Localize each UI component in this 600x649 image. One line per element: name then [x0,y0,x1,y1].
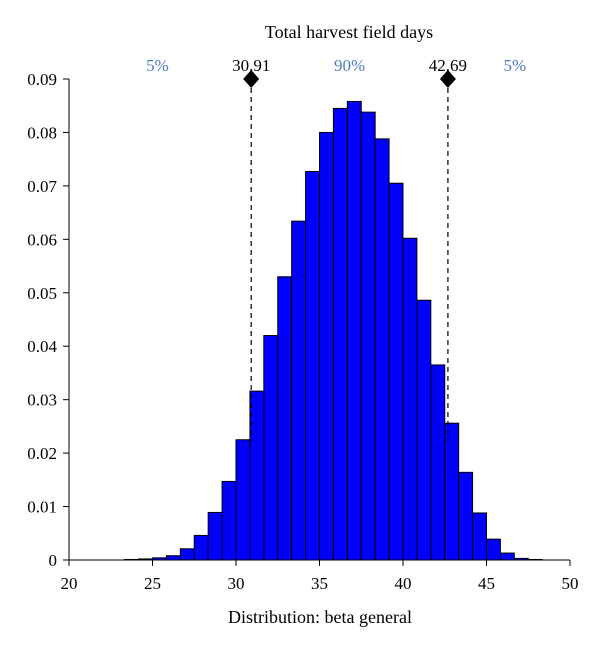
histogram-bar [360,111,376,561]
histogram-bar [193,534,209,561]
histogram-bar [165,555,181,561]
x-tick-label: 20 [61,574,78,593]
histogram-bar [416,299,432,561]
histogram-bar [332,107,348,561]
x-axis-ticks: 20 25 30 35 40 45 50 [61,560,579,593]
histogram-bar [374,138,390,561]
histogram-bar [472,512,487,561]
histogram-bar [263,335,279,561]
histogram-bars [124,100,543,561]
histogram-bar [235,439,251,561]
y-tick-label: 0.04 [27,337,57,356]
x-tick-label: 25 [144,574,161,593]
y-tick-label: 0.01 [27,498,57,517]
y-tick-label: 0 [49,551,58,570]
histogram-bar [444,422,460,561]
y-tick-label: 0.03 [27,391,57,410]
marker-value-label: 30.91 [232,56,270,75]
histogram-bar [346,100,362,561]
histogram-bar [499,552,515,561]
chart-title: Total harvest field days [265,22,433,42]
histogram-bar [430,364,446,561]
histogram-bar [249,390,265,561]
region-labels: 5% 90% 5% [146,56,526,75]
histogram-bar [402,237,418,561]
histogram-bar [458,471,474,561]
histogram-bar [291,220,307,561]
marker-diamond [439,70,456,88]
region-percentage-label: 5% [146,56,169,75]
y-tick-label: 0.05 [27,284,57,303]
x-tick-label: 35 [311,574,328,593]
marker-diamond [243,70,260,88]
y-tick-label: 0.09 [27,70,57,89]
histogram-bar [207,511,223,561]
histogram-bar [305,170,320,561]
y-tick-label: 0.02 [27,444,57,463]
histogram-bar [388,182,404,561]
x-tick-label: 45 [478,574,495,593]
percentile-markers: 30.91 42.69 [232,56,467,442]
y-axis-ticks: 0 0.01 0.02 0.03 0.04 0.05 0.06 0.07 0.08 0.09 [27,70,69,570]
y-tick-label: 0.06 [27,230,57,249]
histogram-bar [485,538,501,561]
histogram-bar [179,548,195,561]
histogram-bar [221,480,237,561]
x-tick-label: 50 [562,574,579,593]
x-tick-label: 30 [228,574,245,593]
x-axis-title: Distribution: beta general [228,607,412,627]
y-tick-label: 0.08 [27,123,57,142]
marker-value-label: 42.69 [429,56,467,75]
region-percentage-label: 90% [334,56,365,75]
x-tick-label: 40 [395,574,412,593]
y-tick-label: 0.07 [27,177,57,196]
histogram-bar [318,131,334,561]
histogram-bar [277,276,293,561]
region-percentage-label: 5% [504,56,527,75]
